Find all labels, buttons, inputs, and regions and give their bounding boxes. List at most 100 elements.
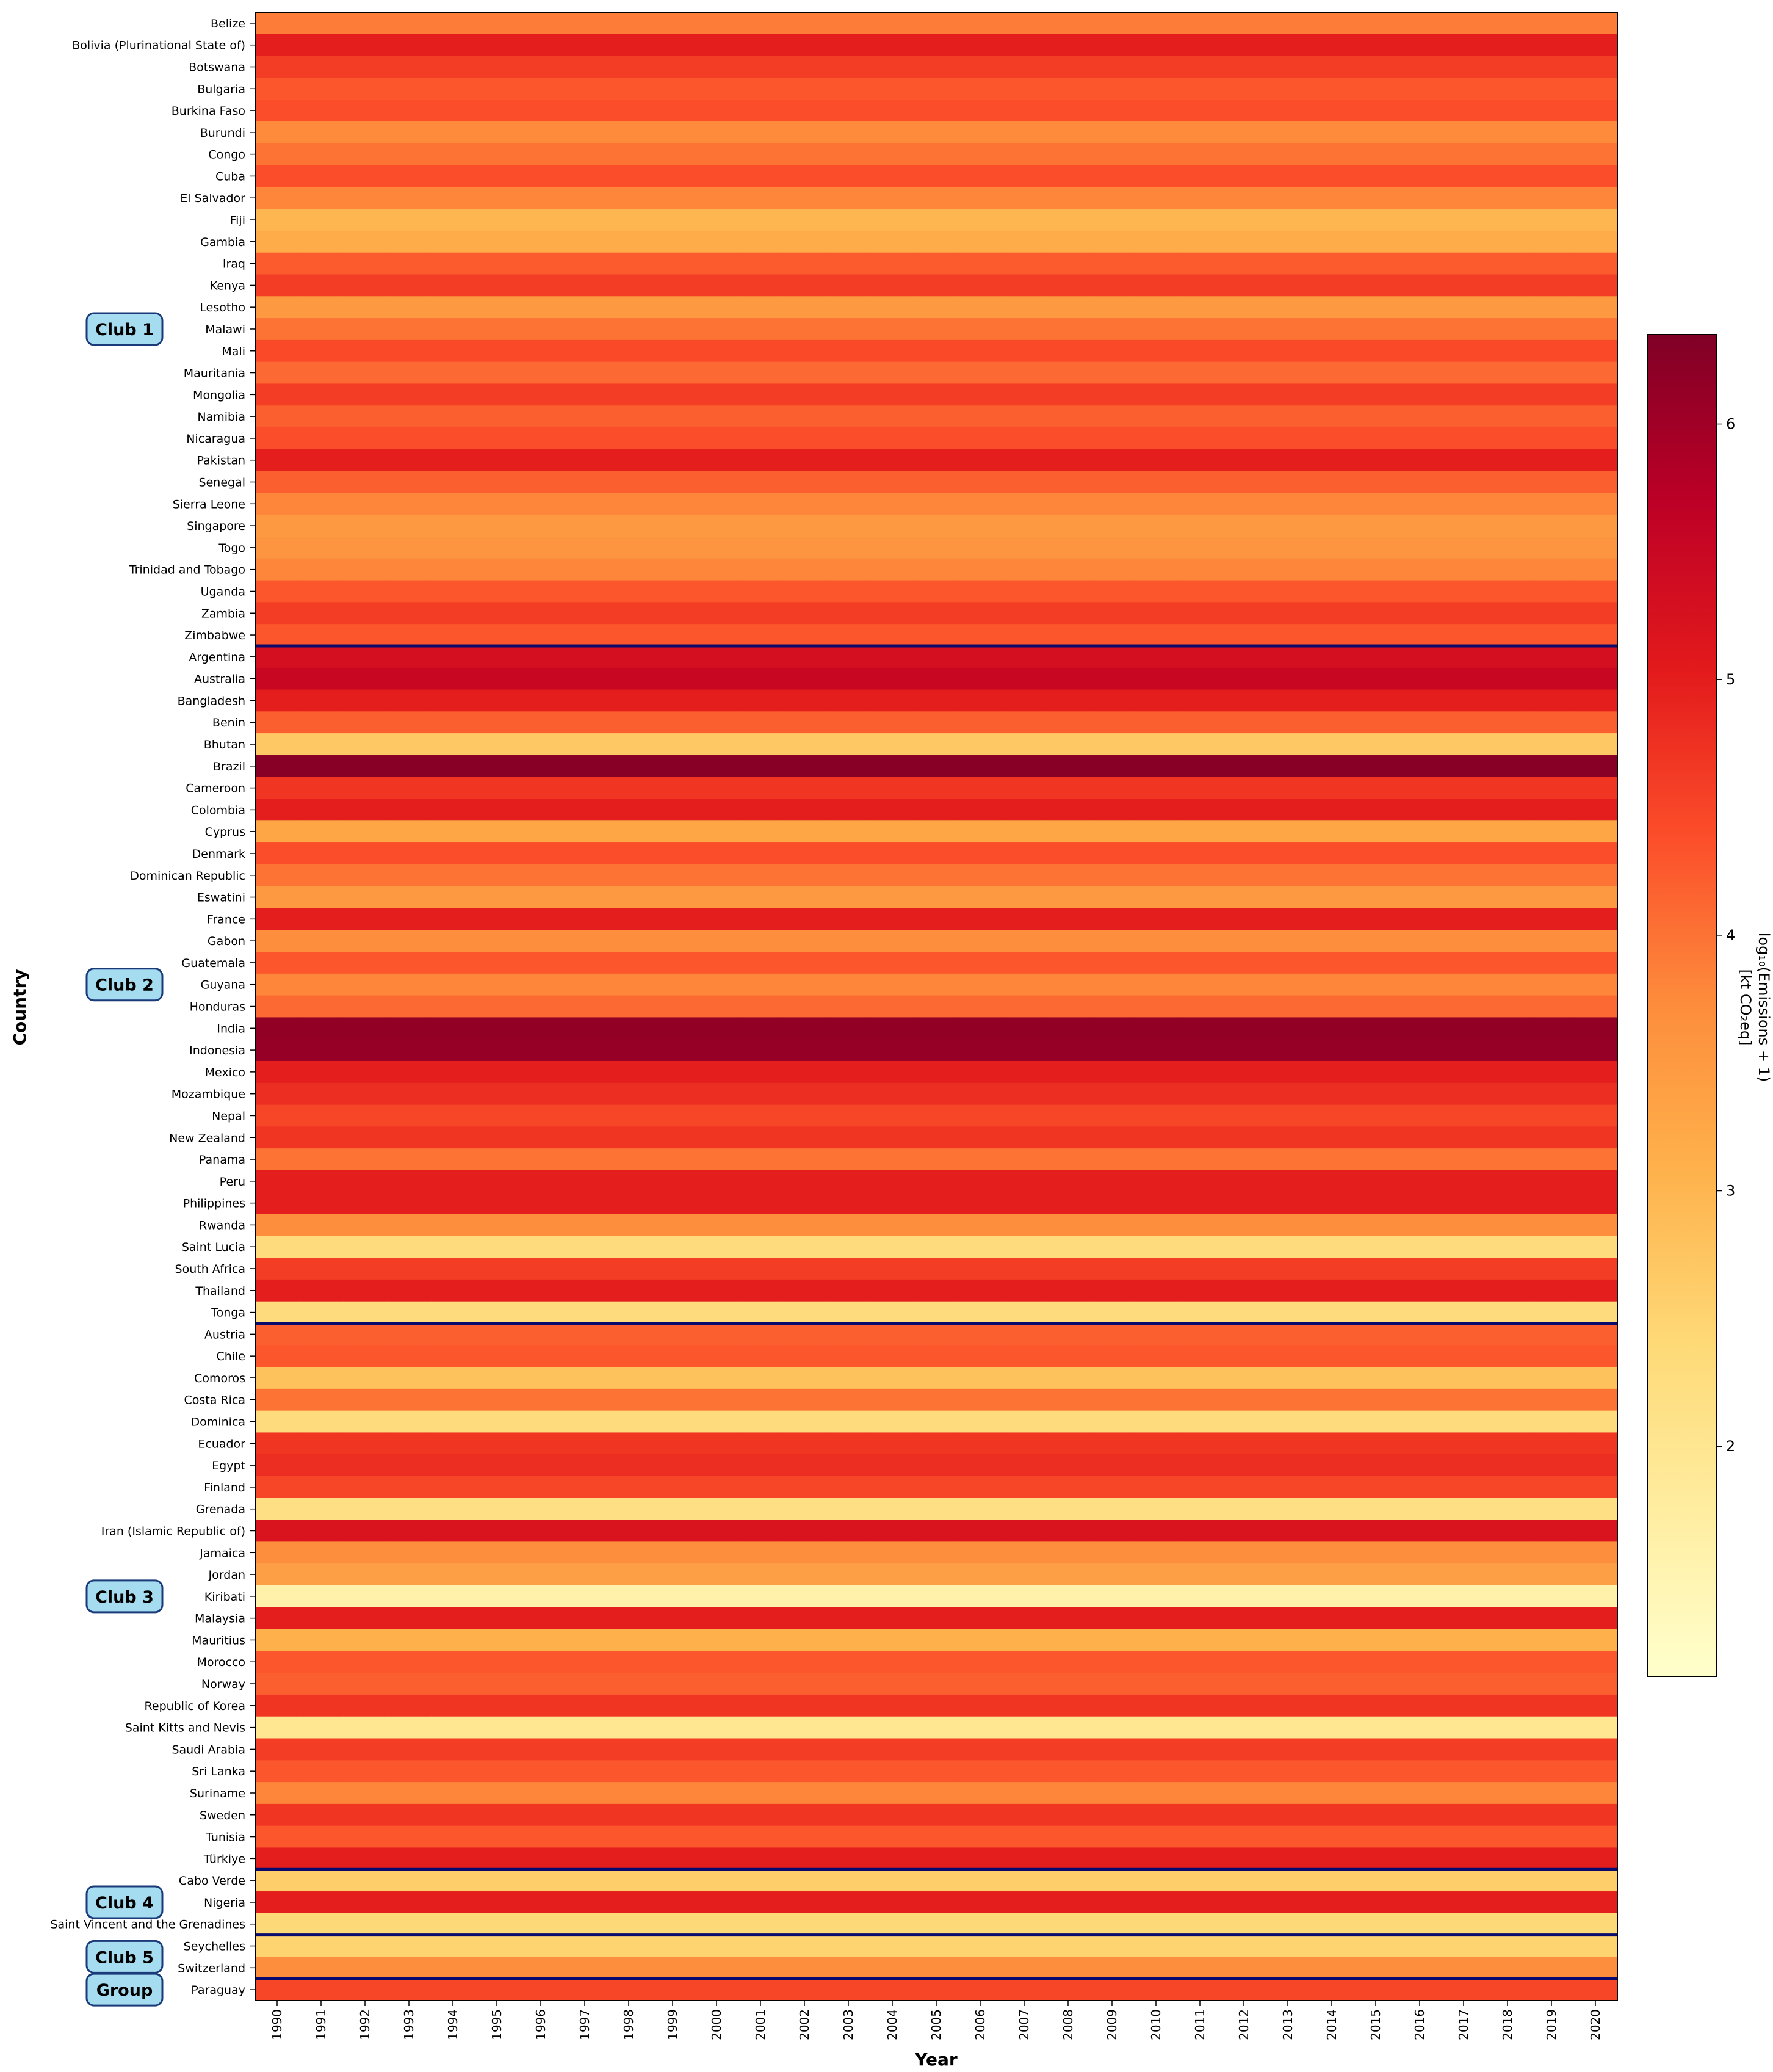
- heatmap-cell: [299, 100, 344, 122]
- heatmap-cell: [1486, 842, 1530, 865]
- heatmap-cell: [387, 1410, 432, 1433]
- heatmap-cell: [1354, 1301, 1398, 1324]
- heatmap-cell: [1573, 799, 1618, 821]
- heatmap-cell: [1442, 383, 1486, 406]
- club-label-box: [85, 312, 164, 346]
- heatmap-cell: [1573, 1563, 1618, 1586]
- heatmap-cell: [870, 1017, 915, 1040]
- heatmap-cell: [738, 1541, 783, 1564]
- heatmap-cell: [1090, 1126, 1135, 1149]
- heatmap-cell: [1398, 1148, 1442, 1171]
- heatmap-cell: [299, 711, 344, 734]
- heatmap-cell: [1090, 602, 1135, 625]
- country-label: Egypt: [212, 1459, 245, 1472]
- heatmap-cell: [1046, 405, 1091, 428]
- heatmap-cell: [607, 493, 651, 515]
- heatmap-cell: [1442, 1170, 1486, 1193]
- heatmap-cell: [782, 711, 827, 734]
- heatmap-cell: [1178, 34, 1222, 57]
- heatmap-cell: [1442, 1214, 1486, 1236]
- country-label: Iran (Islamic Republic of): [101, 1524, 245, 1538]
- heatmap-cell: [563, 12, 607, 35]
- heatmap-cell: [1529, 711, 1574, 734]
- heatmap-cell: [1222, 755, 1266, 778]
- heatmap-cell: [1354, 1520, 1398, 1542]
- heatmap-cell: [1573, 1432, 1618, 1455]
- heatmap-cell: [475, 645, 519, 668]
- heatmap-cell: [1398, 1323, 1442, 1346]
- heatmap-cell: [782, 1104, 827, 1127]
- heatmap-cell: [1266, 1148, 1310, 1171]
- heatmap-cell: [738, 1476, 783, 1499]
- heatmap-cell: [299, 952, 344, 974]
- heatmap-cell: [1442, 471, 1486, 494]
- heatmap-cell: [343, 842, 388, 865]
- heatmap-cell: [870, 952, 915, 974]
- heatmap-cell: [343, 1388, 388, 1411]
- heatmap-cell: [826, 1782, 871, 1805]
- heatmap-cell: [1529, 1126, 1574, 1149]
- heatmap-cell: [651, 383, 695, 406]
- heatmap-cell: [299, 1694, 344, 1717]
- heatmap-cell: [1134, 1891, 1179, 1914]
- heatmap-cell: [1310, 1563, 1354, 1586]
- heatmap-cell: [651, 1738, 695, 1761]
- heatmap-cell: [1398, 777, 1442, 800]
- heatmap-cell: [1046, 252, 1091, 275]
- heatmap-cell: [1442, 1323, 1486, 1346]
- heatmap-cell: [299, 908, 344, 930]
- heatmap-cell: [1090, 252, 1135, 275]
- heatmap-cell: [1002, 1126, 1047, 1149]
- heatmap-cell: [870, 100, 915, 122]
- heatmap-cell: [1178, 1979, 1222, 2001]
- heatmap-cell: [1486, 471, 1530, 494]
- heatmap-cell: [738, 361, 783, 385]
- heatmap-cell: [870, 121, 915, 144]
- heatmap-cell: [431, 1498, 475, 1521]
- heatmap-cell: [958, 143, 1003, 166]
- heatmap-cell: [695, 296, 739, 319]
- heatmap-cell: [1529, 1782, 1574, 1805]
- heatmap-cell: [1266, 1498, 1310, 1521]
- heatmap-cell: [651, 1017, 695, 1040]
- heatmap-cell: [563, 1148, 607, 1171]
- heatmap-cell: [826, 733, 871, 756]
- heatmap-cell: [607, 733, 651, 756]
- heatmap-cell: [738, 1192, 783, 1215]
- year-label: 2003: [841, 2009, 856, 2040]
- heatmap-cell: [519, 1563, 563, 1586]
- heatmap-cell: [563, 209, 607, 231]
- heatmap-cell: [475, 973, 519, 996]
- heatmap-cell: [299, 515, 344, 537]
- heatmap-cell: [475, 209, 519, 231]
- heatmap-cell: [695, 1279, 739, 1302]
- heatmap-cell: [826, 1410, 871, 1433]
- heatmap-cell: [1002, 252, 1047, 275]
- heatmap-cell: [1573, 1957, 1618, 1979]
- heatmap-cell: [1178, 100, 1222, 122]
- heatmap-cell: [431, 1869, 475, 1892]
- heatmap-cell: [607, 558, 651, 581]
- heatmap-cell: [1046, 1258, 1091, 1280]
- heatmap-cell: [1178, 1803, 1222, 1827]
- heatmap-cell: [651, 100, 695, 122]
- heatmap-cell: [343, 1607, 388, 1630]
- heatmap-cell: [1398, 339, 1442, 363]
- heatmap-cell: [1486, 1803, 1530, 1827]
- heatmap-cell: [1090, 711, 1135, 734]
- heatmap-cell: [782, 1258, 827, 1280]
- heatmap-cell: [1002, 1913, 1047, 1936]
- heatmap-cell: [1266, 777, 1310, 800]
- heatmap-cell: [299, 602, 344, 625]
- heatmap-cell: [1310, 755, 1354, 778]
- heatmap-cell: [695, 820, 739, 843]
- heatmap-cell: [299, 799, 344, 821]
- heatmap-cell: [1002, 820, 1047, 843]
- heatmap-cell: [1002, 1563, 1047, 1586]
- heatmap-cell: [782, 383, 827, 406]
- heatmap-cell: [343, 1520, 388, 1542]
- heatmap-cell: [1310, 1673, 1354, 1695]
- heatmap-cell: [343, 558, 388, 581]
- heatmap-cell: [519, 1607, 563, 1630]
- heatmap-cell: [519, 1388, 563, 1411]
